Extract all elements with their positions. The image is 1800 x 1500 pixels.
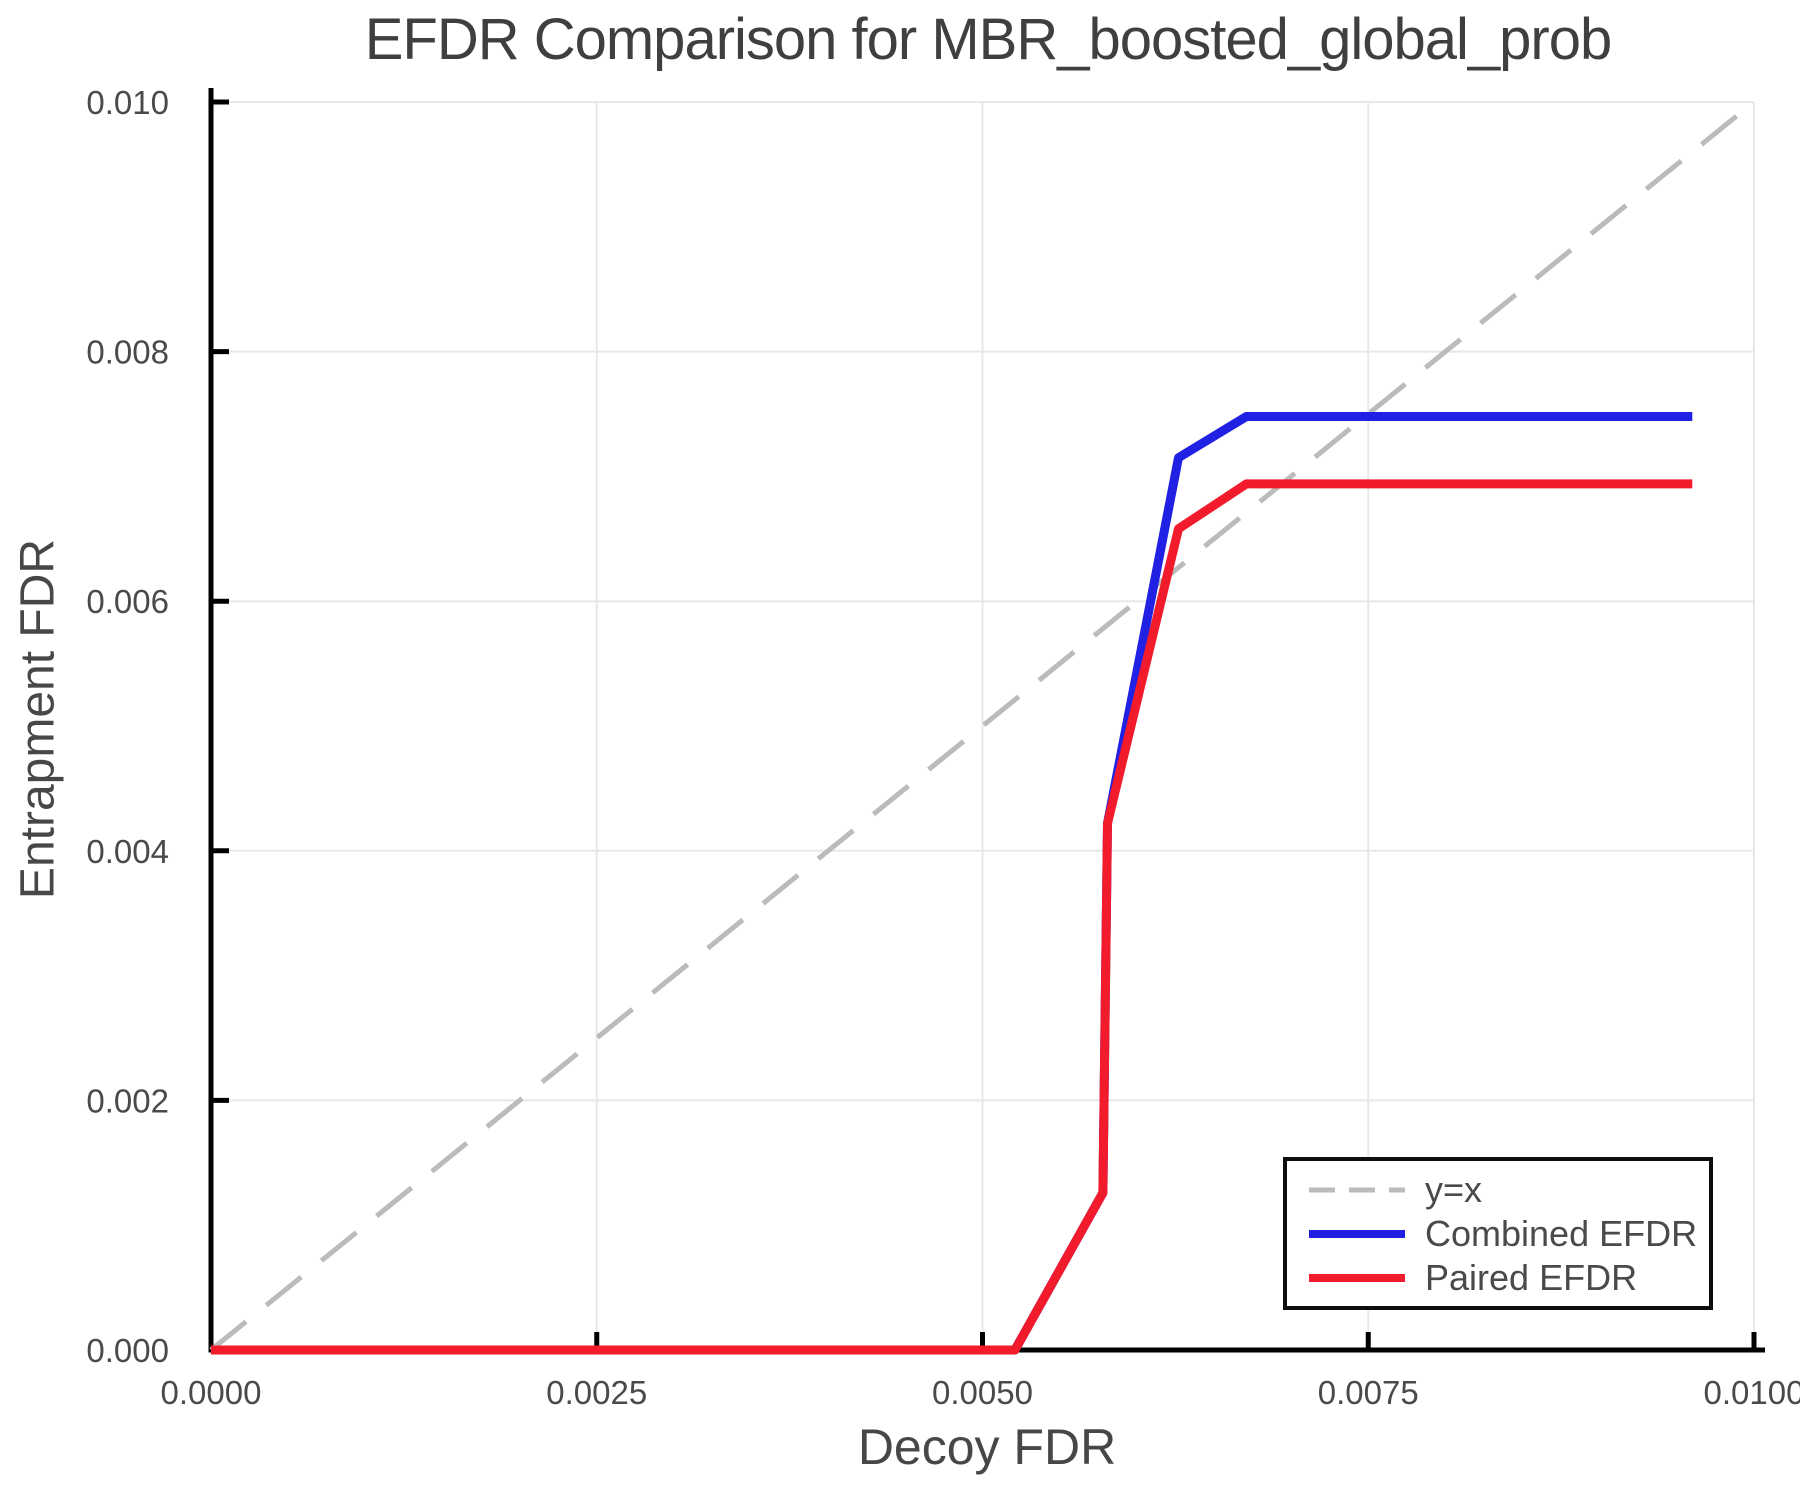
legend: y=x Combined EFDR Paired EFDR	[1283, 1157, 1713, 1310]
series-line-y-x	[209, 100, 1756, 1352]
legend-entry: Paired EFDR	[1307, 1259, 1709, 1297]
series-line-paired-efdr	[211, 479, 1693, 1355]
y-tick-label: 0.010	[86, 84, 169, 121]
x-tick-label: 0.0050	[932, 1374, 1033, 1411]
y-tick-label: 0.000	[86, 1332, 169, 1369]
legend-line-sample	[1309, 1273, 1405, 1282]
x-tick-label: 0.0100	[1704, 1374, 1800, 1411]
legend-entry: Combined EFDR	[1307, 1215, 1709, 1253]
chart-title: EFDR Comparison for MBR_boosted_global_p…	[364, 7, 1613, 72]
y-tick-label: 0.002	[86, 1082, 169, 1119]
legend-entry: y=x	[1307, 1171, 1709, 1209]
legend-entry-label: Paired EFDR	[1425, 1256, 1638, 1298]
legend-line-sample	[1309, 1187, 1405, 1192]
x-tick-label: 0.0075	[1318, 1374, 1419, 1411]
legend-line-sample	[1309, 1229, 1405, 1238]
x-tick-label: 0.0000	[161, 1374, 262, 1411]
y-tick-label: 0.004	[86, 833, 169, 870]
legend-entry-label: y=x	[1425, 1168, 1483, 1210]
x-tick-label: 0.0025	[546, 1374, 647, 1411]
y-tick-label: 0.008	[86, 334, 169, 371]
legend-entry-label: Combined EFDR	[1425, 1212, 1698, 1254]
y-tick-label: 0.006	[86, 583, 169, 620]
x-axis-label: Decoy FDR	[857, 1419, 1117, 1475]
